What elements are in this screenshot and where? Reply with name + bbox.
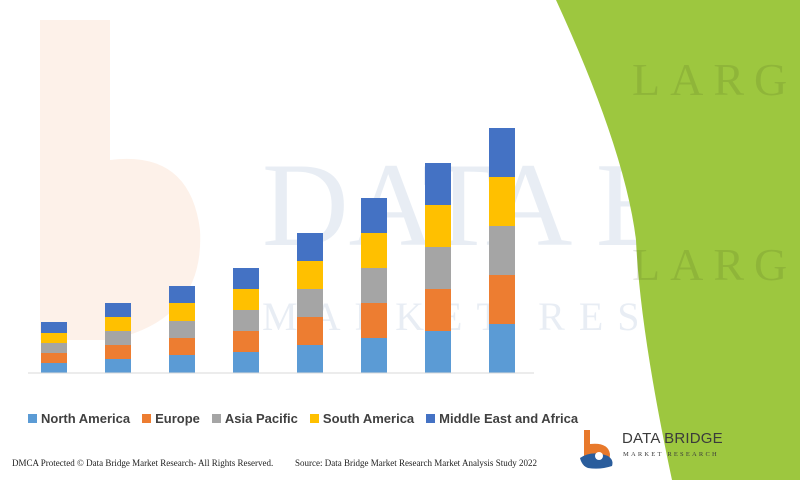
source-text: Source: Data Bridge Market Research Mark…	[295, 458, 537, 468]
bar-segment-8-asia-pacific	[489, 226, 515, 275]
legend-item-middle-east-and-africa: Middle East and Africa	[426, 411, 578, 426]
brand-logo-name: DATA BRIDGE	[622, 430, 723, 447]
chart-bars	[41, 128, 515, 373]
bar-segment-1-europe	[41, 353, 67, 363]
legend-item-north-america: North America	[28, 411, 130, 426]
green-side-panel	[556, 0, 800, 480]
chart-legend: North America Europe Asia Pacific South Ame…	[28, 408, 590, 428]
bar-segment-5-north-america	[297, 345, 323, 373]
brand-logo: DATA BRIDGE MARKET RESEARCH	[578, 426, 728, 470]
bar-segment-5-europe	[297, 317, 323, 345]
bar-segment-3-north-america	[169, 355, 195, 373]
legend-label: Asia Pacific	[224, 410, 298, 426]
bar-segment-4-north-america	[233, 352, 259, 373]
bar-segment-3-asia-pacific	[169, 321, 195, 338]
legend-item-south-america: South America	[309, 410, 415, 426]
bar-segment-4-middle-east-and-africa	[233, 268, 259, 289]
legend-swatch	[426, 413, 436, 423]
bar-segment-6-south-america	[361, 233, 387, 268]
legend-item-europe: Europe	[142, 411, 200, 426]
bar-segment-1-asia-pacific	[41, 343, 67, 353]
bar-segment-4-europe	[233, 331, 259, 352]
legend-label: Europe	[155, 410, 200, 426]
legend-label: Middle East and Africa	[439, 410, 579, 426]
bar-segment-2-europe	[105, 345, 131, 359]
bar-segment-6-middle-east-and-africa	[361, 198, 387, 233]
bar-segment-3-middle-east-and-africa	[169, 286, 195, 303]
bar-segment-3-south-america	[169, 303, 195, 321]
legend-swatch	[28, 413, 37, 423]
bar-segment-8-europe	[489, 275, 515, 324]
bar-segment-2-north-america	[105, 359, 131, 373]
legend-label: South America	[322, 410, 415, 426]
bar-segment-4-asia-pacific	[233, 310, 259, 331]
bar-segment-2-south-america	[105, 317, 131, 331]
bar-segment-7-south-america	[425, 205, 451, 247]
brand-logo-tagline: MARKET RESEARCH	[623, 451, 719, 458]
bar-segment-2-asia-pacific	[105, 331, 131, 345]
legend-swatch	[309, 413, 319, 423]
bar-segment-4-south-america	[233, 289, 259, 310]
panel-watermark-line2: LARG	[632, 239, 797, 290]
watermark-logo-shape	[40, 20, 201, 340]
copyright-text: DMCA Protected © Data Bridge Market Rese…	[12, 458, 274, 468]
bar-segment-5-asia-pacific	[297, 289, 323, 317]
bar-segment-5-middle-east-and-africa	[297, 233, 323, 261]
bar-segment-8-middle-east-and-africa	[489, 128, 515, 177]
panel-watermark: LARG LARG	[632, 54, 797, 290]
bar-segment-1-north-america	[41, 363, 67, 373]
bar-segment-5-south-america	[297, 261, 323, 289]
bar-segment-8-north-america	[489, 324, 515, 373]
bar-segment-7-europe	[425, 289, 451, 331]
bar-segment-6-north-america	[361, 338, 387, 373]
bar-segment-7-middle-east-and-africa	[425, 163, 451, 205]
panel-watermark-line1: LARG	[632, 54, 797, 105]
bar-segment-8-south-america	[489, 177, 515, 226]
legend-label: North America	[41, 410, 131, 426]
bar-segment-1-south-america	[41, 333, 67, 343]
bar-segment-6-asia-pacific	[361, 268, 387, 303]
bar-segment-6-europe	[361, 303, 387, 338]
bar-segment-7-asia-pacific	[425, 247, 451, 289]
bar-segment-2-middle-east-and-africa	[105, 303, 131, 317]
legend-swatch	[142, 413, 152, 423]
legend-swatch	[211, 413, 221, 423]
brand-logo-icon	[580, 430, 613, 469]
legend-item-asia-pacific: Asia Pacific	[211, 410, 298, 426]
bar-segment-3-europe	[169, 338, 195, 355]
bar-segment-1-middle-east-and-africa	[41, 322, 67, 333]
bar-segment-7-north-america	[425, 331, 451, 373]
